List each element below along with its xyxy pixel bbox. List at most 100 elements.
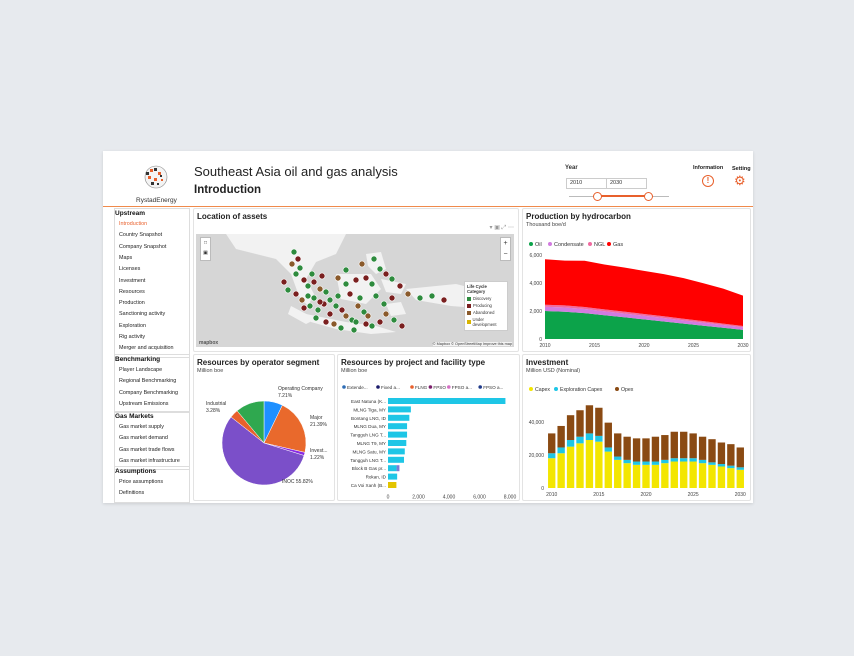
map-legend-item[interactable]: Abandoned	[467, 310, 505, 315]
investment-bar-opex[interactable]	[623, 436, 631, 460]
asset-marker[interactable]	[300, 304, 308, 312]
pie-slice[interactable]	[236, 400, 265, 444]
sidebar-item[interactable]: Investment	[119, 277, 146, 284]
facility-bar[interactable]	[388, 456, 405, 463]
facility-bar[interactable]	[388, 423, 408, 430]
asset-marker[interactable]	[342, 266, 350, 274]
asset-marker[interactable]	[380, 300, 388, 308]
facility-legend-label[interactable]: FPSO a...	[483, 385, 503, 390]
asset-marker[interactable]	[326, 310, 334, 318]
asset-marker[interactable]	[322, 318, 330, 326]
asset-marker[interactable]	[368, 322, 376, 330]
facility-bar[interactable]	[388, 414, 410, 421]
asset-marker[interactable]	[296, 264, 304, 272]
production-area-gas[interactable]	[545, 259, 743, 326]
asset-marker[interactable]	[396, 282, 404, 290]
investment-bar-exploration-capex[interactable]	[548, 453, 556, 459]
production-area-ngl[interactable]	[545, 304, 743, 328]
map-legend-item[interactable]: Discovery	[467, 296, 505, 301]
asset-marker[interactable]	[310, 294, 318, 302]
facility-legend-label[interactable]: Extende...	[347, 385, 368, 390]
asset-marker[interactable]	[334, 274, 342, 282]
asset-marker[interactable]	[304, 282, 312, 290]
asset-marker[interactable]	[316, 285, 324, 293]
sidebar-item[interactable]: Merger and acquisition	[119, 345, 174, 352]
asset-marker[interactable]	[368, 280, 376, 288]
sidebar-item[interactable]: Gas market demand	[119, 435, 168, 442]
investment-bar-exploration-capex[interactable]	[680, 458, 688, 462]
sidebar-item[interactable]: Exploration	[119, 322, 146, 329]
investment-bar-exploration-capex[interactable]	[651, 461, 660, 465]
asset-marker[interactable]	[362, 320, 370, 328]
investment-bar-opex[interactable]	[708, 439, 716, 463]
investment-bar-opex[interactable]	[576, 410, 584, 437]
year-slider-handle-end[interactable]	[644, 192, 653, 201]
facility-bar[interactable]	[388, 406, 411, 413]
investment-chart[interactable]: Capex Exploration Capex Opex 0 20,000 40,000 2…	[523, 381, 750, 499]
investment-bar-capex[interactable]	[698, 463, 707, 488]
sidebar-item[interactable]: Rig activity	[119, 334, 146, 340]
asset-marker[interactable]	[358, 260, 366, 268]
investment-bar-capex[interactable]	[632, 464, 641, 488]
sidebar-item[interactable]: Maps	[119, 254, 133, 261]
investment-bar-capex[interactable]	[708, 464, 716, 488]
asset-marker[interactable]	[364, 312, 372, 320]
investment-bar-capex[interactable]	[557, 453, 565, 488]
asset-marker[interactable]	[294, 255, 302, 263]
asset-marker[interactable]	[352, 318, 360, 326]
panel-toolbar[interactable]: ▾ ▣ ⤢ ⋯	[489, 225, 514, 231]
asset-marker[interactable]	[326, 296, 334, 304]
asset-marker[interactable]	[288, 260, 296, 268]
asset-marker[interactable]	[350, 326, 358, 334]
sidebar-item[interactable]: Sanctioning activity	[119, 311, 166, 318]
investment-bar-capex[interactable]	[566, 446, 575, 488]
asset-marker[interactable]	[370, 255, 378, 263]
investment-bar-exploration-capex[interactable]	[689, 458, 697, 462]
asset-marker[interactable]	[312, 314, 320, 322]
investment-bar-exploration-capex[interactable]	[614, 456, 622, 460]
facility-legend-label[interactable]: FPSO a...	[452, 385, 472, 390]
asset-marker[interactable]	[356, 294, 364, 302]
production-area-oil[interactable]	[545, 311, 743, 339]
investment-bar-capex[interactable]	[595, 441, 603, 488]
investment-bar-exploration-capex[interactable]	[585, 433, 594, 441]
facility-bar[interactable]	[388, 448, 405, 455]
asset-marker[interactable]	[360, 308, 368, 316]
investment-bar-capex[interactable]	[548, 458, 556, 488]
asset-marker[interactable]	[382, 310, 390, 318]
investment-bar-opex[interactable]	[548, 433, 556, 454]
facility-bar[interactable]	[388, 465, 397, 472]
investment-bar-exploration-capex[interactable]	[576, 436, 584, 444]
investment-bar-opex[interactable]	[557, 425, 565, 448]
asset-marker[interactable]	[308, 270, 316, 278]
asset-marker[interactable]	[372, 292, 380, 300]
investment-bar-capex[interactable]	[576, 443, 584, 488]
map-legend-item[interactable]: Producing	[467, 303, 505, 308]
sidebar-item[interactable]: Price assumptions	[119, 479, 164, 485]
asset-marker[interactable]	[316, 298, 324, 306]
asset-marker[interactable]	[318, 272, 326, 280]
investment-bar-exploration-capex[interactable]	[661, 459, 669, 464]
investment-bar-opex[interactable]	[585, 405, 594, 434]
pie-slice[interactable]	[263, 404, 307, 453]
map-attribution[interactable]: © Mapbox © OpenStreetMap Improve this ma…	[432, 342, 512, 346]
investment-bar-capex[interactable]	[717, 466, 726, 488]
asset-marker[interactable]	[342, 280, 350, 288]
investment-bar-opex[interactable]	[595, 407, 603, 436]
production-chart[interactable]: Oil Condensate NGL Gas 0 2,000 4,000 6,000 2010 2…	[523, 235, 750, 351]
facility-bar[interactable]	[388, 440, 407, 446]
investment-bar-capex[interactable]	[623, 463, 631, 488]
asset-marker[interactable]	[314, 306, 322, 314]
investment-bar-exploration-capex[interactable]	[698, 459, 707, 464]
sidebar-item[interactable]: Country Snapshot	[119, 232, 163, 239]
asset-marker[interactable]	[292, 290, 300, 298]
facility-bar-segment[interactable]	[396, 465, 400, 472]
map-lasso-tool[interactable]: □ ▣	[200, 237, 211, 261]
production-legend-label[interactable]: Condensate	[554, 242, 584, 248]
gear-icon[interactable]: ⚙	[734, 173, 746, 188]
sidebar-item[interactable]: Gas market infrastructure	[119, 457, 180, 464]
facility-legend-label[interactable]: Fixed a...	[381, 385, 400, 390]
investment-legend-label[interactable]: Capex	[535, 387, 550, 393]
sidebar-item[interactable]: Company Snapshot	[119, 243, 167, 250]
